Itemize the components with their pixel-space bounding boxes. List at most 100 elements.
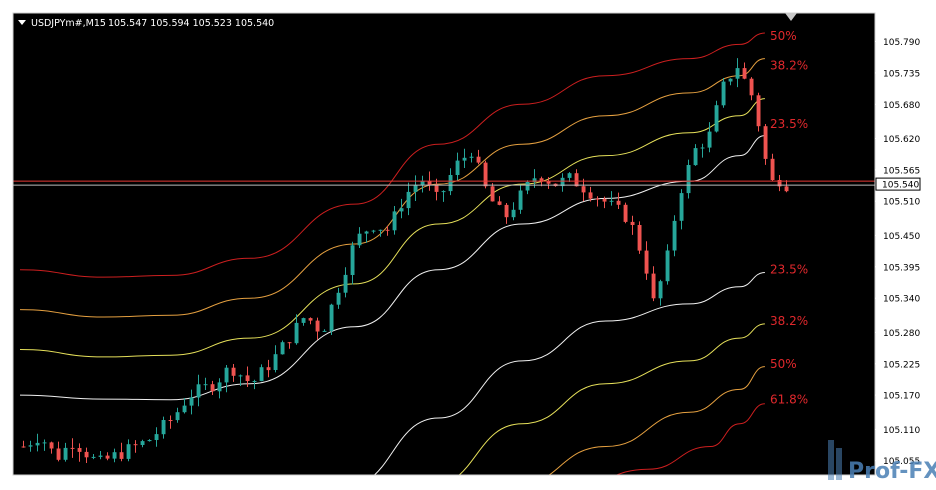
- candle-body: [707, 131, 712, 148]
- candle-body: [728, 78, 733, 82]
- symbol-timeframe: USDJPYm#,M15: [31, 18, 106, 29]
- band-level-label: 38.2%: [770, 59, 808, 73]
- candle-body: [511, 209, 516, 218]
- y-tick-label: 105.565: [883, 166, 920, 176]
- candle-body: [56, 448, 61, 460]
- candle-body: [392, 211, 397, 231]
- candle-body: [266, 367, 271, 371]
- candle-body: [105, 455, 110, 459]
- candle-body: [434, 185, 439, 192]
- candle-body: [203, 384, 208, 386]
- chart-shift-marker-icon[interactable]: [785, 13, 797, 21]
- y-tick-label: 105.055: [883, 457, 920, 467]
- candle-body: [210, 384, 215, 392]
- y-tick-label: 105.790: [883, 38, 920, 48]
- watermark-bar: [836, 448, 842, 480]
- band-line-5: [458, 323, 765, 475]
- candle-body: [35, 442, 40, 446]
- band-level-label: 50%: [770, 357, 797, 371]
- y-tick-label: 105.170: [883, 392, 920, 402]
- candle-body: [21, 446, 26, 448]
- candlestick-series: [21, 58, 789, 463]
- candle-body: [742, 68, 747, 79]
- candle-body: [644, 250, 649, 274]
- candle-body: [756, 95, 761, 127]
- candle-body: [301, 318, 306, 323]
- band-level-label: 61.8%: [770, 393, 808, 407]
- candle-body: [336, 292, 341, 305]
- candle-body: [315, 320, 320, 332]
- plot-border: [12, 12, 876, 476]
- candle-body: [532, 178, 537, 182]
- brand-watermark: Prof-FX: [828, 440, 936, 484]
- candle-body: [490, 186, 495, 202]
- candle-body: [28, 445, 33, 447]
- candle-body: [651, 273, 656, 299]
- candle-body: [581, 186, 586, 193]
- candle-body: [441, 191, 446, 193]
- candle-body: [273, 354, 278, 370]
- candle-body: [329, 304, 334, 331]
- y-tick-label: 105.225: [883, 360, 920, 370]
- candle-body: [455, 160, 460, 175]
- candle-body: [217, 382, 222, 392]
- candle-body: [672, 220, 677, 251]
- ohlc-values: 105.547 105.594 105.523 105.540: [108, 18, 274, 29]
- candle-body: [378, 229, 383, 231]
- candle-body: [238, 375, 243, 377]
- candle-body: [399, 208, 404, 212]
- y-tick-label: 105.280: [883, 329, 920, 339]
- candle-body: [637, 225, 642, 251]
- candle-body: [567, 173, 572, 178]
- candle-body: [588, 192, 593, 199]
- candle-body: [168, 420, 173, 421]
- candle-body: [546, 181, 551, 184]
- price-axis: 105.790 105.735 105.680 105.620 105.565 105.5…: [12, 12, 921, 476]
- band-line-0: [19, 32, 765, 278]
- current-price-line: [13, 180, 875, 186]
- candle-body: [525, 182, 530, 191]
- candle-body: [693, 148, 698, 166]
- candle-body: [245, 375, 250, 381]
- band-level-label: 38.2%: [770, 314, 808, 328]
- current-price-box: [875, 177, 921, 191]
- candle-body: [252, 381, 257, 382]
- candle-body: [350, 245, 355, 275]
- y-tick-label: 105.735: [883, 69, 920, 79]
- candle-body: [119, 452, 124, 459]
- candle-body: [133, 444, 138, 446]
- candle-body: [518, 190, 523, 210]
- candle-body: [427, 180, 432, 186]
- y-tick-label: 105.340: [883, 295, 920, 305]
- candle-body: [98, 455, 103, 457]
- candle-body: [448, 175, 453, 192]
- band-line-6: [548, 366, 765, 475]
- candle-body: [63, 447, 68, 460]
- band-line-2: [19, 98, 765, 358]
- candle-body: [665, 250, 670, 282]
- y-tick-label: 105.680: [883, 101, 920, 111]
- candle-body: [91, 456, 96, 458]
- candle-body: [49, 442, 54, 449]
- candle-body: [196, 384, 201, 398]
- candle-body: [385, 229, 390, 231]
- candle-body: [189, 397, 194, 406]
- plot-background: [13, 13, 875, 475]
- candle-body: [147, 440, 152, 442]
- candle-body: [224, 367, 229, 383]
- candle-body: [112, 452, 117, 459]
- candle-body: [630, 221, 635, 225]
- candle-body: [70, 447, 75, 449]
- collapse-triangle-icon[interactable]: [18, 20, 26, 25]
- candle-body: [406, 191, 411, 209]
- current-price-label: 105.540: [882, 181, 919, 191]
- band-level-label: 50%: [770, 29, 797, 43]
- candle-body: [154, 434, 159, 440]
- candle-body: [623, 204, 628, 222]
- y-tick-label: 105.450: [883, 232, 920, 242]
- candle-body: [259, 367, 264, 381]
- candle-body: [616, 200, 621, 205]
- candle-body: [658, 281, 663, 299]
- band-line-4: [373, 272, 765, 475]
